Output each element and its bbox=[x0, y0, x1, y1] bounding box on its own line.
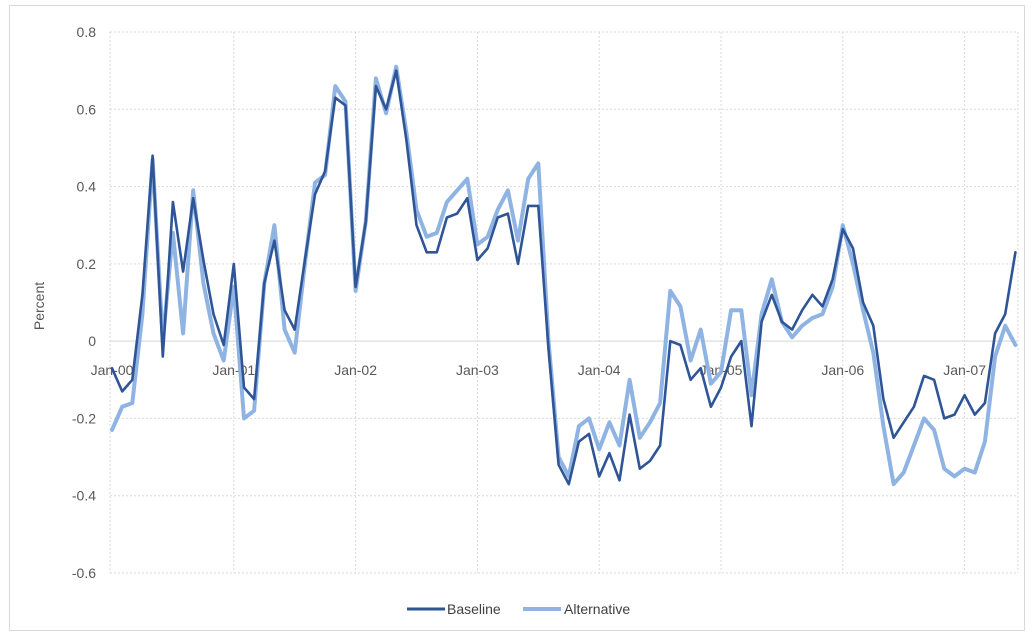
legend-label-alternative: Alternative bbox=[564, 601, 630, 617]
x-tick-label: Jan-02 bbox=[334, 362, 377, 378]
y-tick-label: 0 bbox=[88, 333, 96, 349]
y-tick-label: -0.4 bbox=[72, 488, 96, 504]
line-chart: 0.80.60.40.20-0.2-0.4-0.6 Jan-00 Jan-01 Ja… bbox=[31, 24, 1019, 617]
gridlines bbox=[109, 31, 1019, 574]
y-tick-label: -0.2 bbox=[72, 410, 96, 426]
y-tick-label: 0.8 bbox=[77, 24, 97, 40]
series-line-alternative bbox=[110, 64, 1018, 487]
chart-frame: 0.8 0.6 0.4 0.2 0 -0.2 -0.4 -0.6 Jan-00 Jan-01 Ja… bbox=[9, 5, 1025, 631]
y-axis: 0.8 0.6 0.4 0.2 0 -0.2 -0.4 -0.6 bbox=[72, 24, 96, 581]
series-lines bbox=[110, 64, 1018, 487]
x-tick-label: Jan-07 bbox=[943, 362, 986, 378]
legend-label-baseline: Baseline bbox=[447, 601, 501, 617]
series-line-baseline bbox=[110, 69, 1017, 486]
x-tick-label: Jan-01 bbox=[212, 362, 255, 378]
x-tick-label: Jan-03 bbox=[456, 362, 499, 378]
legend: Baseline Alternative bbox=[407, 601, 630, 617]
y-axis-title: Percent bbox=[31, 282, 47, 330]
y-tick-label: 0.6 bbox=[77, 101, 97, 117]
x-tick-label: Jan-06 bbox=[821, 362, 864, 378]
y-tick-label: 0.2 bbox=[77, 256, 97, 272]
y-tick-label: 0.4 bbox=[77, 179, 97, 195]
x-tick-label: Jan-04 bbox=[578, 362, 621, 378]
y-tick-label: -0.6 bbox=[72, 565, 96, 581]
